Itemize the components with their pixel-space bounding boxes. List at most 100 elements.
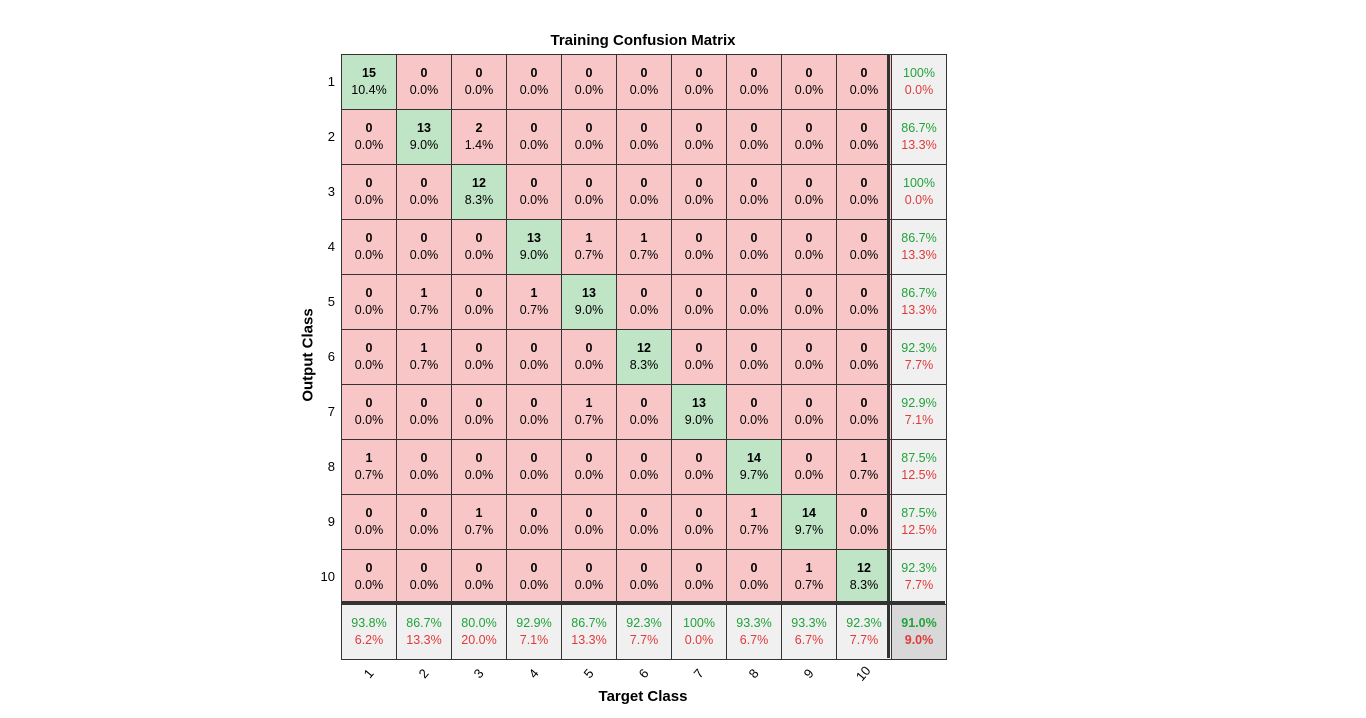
precision-value: 87.5% <box>901 451 937 465</box>
cell-count: 13 <box>692 396 706 410</box>
matrix-cell: 0 0.0% <box>561 329 617 385</box>
matrix-cell: 1 0.7% <box>616 219 672 275</box>
matrix-cell: 0 0.0% <box>781 384 837 440</box>
matrix-cell: 0 0.0% <box>726 219 782 275</box>
row-summary-cell: 100% 0.0% <box>891 164 947 220</box>
cell-percent: 0.0% <box>354 578 384 592</box>
row-summary-cell: 92.3% 7.7% <box>891 329 947 385</box>
cell-count: 0 <box>695 176 703 190</box>
cell-percent: 0.7% <box>794 578 824 592</box>
matrix-cell: 0 0.0% <box>451 384 507 440</box>
matrix-cell: 0 0.0% <box>671 329 727 385</box>
matrix-cell: 0 0.0% <box>506 494 562 550</box>
cell-percent: 0.0% <box>849 83 879 97</box>
cell-percent: 0.0% <box>629 578 659 592</box>
matrix-cell: 0 0.0% <box>396 164 452 220</box>
y-tick-label: 3 <box>327 184 335 199</box>
matrix-cell: 0 0.0% <box>671 439 727 495</box>
cell-percent: 0.0% <box>574 138 604 152</box>
matrix-cell: 0 0.0% <box>561 109 617 165</box>
matrix-cell: 1 0.7% <box>726 494 782 550</box>
matrix-cell: 0 0.0% <box>341 384 397 440</box>
cell-count: 15 <box>362 66 376 80</box>
column-summary-cell: 86.7% 13.3% <box>396 604 452 660</box>
matrix-cell: 2 1.4% <box>451 109 507 165</box>
row-summary-cell: 87.5% 12.5% <box>891 439 947 495</box>
matrix-cell: 0 0.0% <box>561 54 617 110</box>
cell-percent: 0.0% <box>739 193 769 207</box>
matrix-cell: 0 0.0% <box>616 549 672 605</box>
cell-count: 13 <box>527 231 541 245</box>
cell-percent: 0.0% <box>684 83 714 97</box>
matrix-cell: 1 0.7% <box>341 439 397 495</box>
matrix-cell: 0 0.0% <box>726 54 782 110</box>
cell-percent: 0.0% <box>629 193 659 207</box>
matrix-cell: 0 0.0% <box>781 164 837 220</box>
cell-percent: 0.0% <box>519 138 549 152</box>
cell-percent: 0.0% <box>519 358 549 372</box>
cell-percent: 0.0% <box>464 303 494 317</box>
cell-count: 0 <box>695 66 703 80</box>
cell-percent: 9.0% <box>574 303 604 317</box>
precision-value: 86.7% <box>901 231 937 245</box>
matrix-cell: 13 9.0% <box>396 109 452 165</box>
x-tick-label: 5 <box>580 665 597 682</box>
matrix-cell: 0 0.0% <box>451 549 507 605</box>
cell-count: 0 <box>750 286 758 300</box>
cell-percent: 8.3% <box>629 358 659 372</box>
cell-percent: 0.0% <box>794 358 824 372</box>
cell-count: 0 <box>640 176 648 190</box>
column-summary-cell: 80.0% 20.0% <box>451 604 507 660</box>
cell-count: 0 <box>695 121 703 135</box>
cell-count: 1 <box>475 506 483 520</box>
cell-percent: 1.4% <box>464 138 494 152</box>
error-value: 12.5% <box>901 468 937 482</box>
cell-count: 0 <box>475 341 483 355</box>
cell-count: 0 <box>640 396 648 410</box>
matrix-cell: 0 0.0% <box>781 439 837 495</box>
cell-count: 0 <box>860 286 868 300</box>
cell-percent: 0.0% <box>519 523 549 537</box>
cell-count: 1 <box>365 451 373 465</box>
matrix-cell: 0 0.0% <box>451 439 507 495</box>
cell-count: 14 <box>802 506 816 520</box>
cell-count: 0 <box>530 396 538 410</box>
cell-count: 0 <box>530 561 538 575</box>
cell-count: 0 <box>475 66 483 80</box>
cell-percent: 0.0% <box>739 138 769 152</box>
cell-count: 0 <box>640 286 648 300</box>
cell-percent: 0.0% <box>409 83 439 97</box>
column-summary-cell: 93.8% 6.2% <box>341 604 397 660</box>
cell-percent: 10.4% <box>351 83 387 97</box>
column-summary-cell: 93.3% 6.7% <box>781 604 837 660</box>
cell-count: 12 <box>472 176 486 190</box>
matrix-cell: 0 0.0% <box>726 109 782 165</box>
recall-value: 92.3% <box>846 616 882 630</box>
cell-percent: 0.0% <box>794 138 824 152</box>
cell-percent: 0.0% <box>684 138 714 152</box>
matrix-cell: 0 0.0% <box>781 274 837 330</box>
matrix-cell: 0 0.0% <box>616 109 672 165</box>
cell-percent: 0.0% <box>794 468 824 482</box>
cell-percent: 0.0% <box>849 523 879 537</box>
matrix-cell: 0 0.0% <box>616 439 672 495</box>
cell-count: 0 <box>805 231 813 245</box>
matrix-cell: 1 0.7% <box>451 494 507 550</box>
cell-count: 0 <box>750 341 758 355</box>
matrix-cell: 0 0.0% <box>726 549 782 605</box>
row-summary-cell: 86.7% 13.3% <box>891 109 947 165</box>
matrix-cell: 0 0.0% <box>836 109 892 165</box>
column-summary-cell: 92.9% 7.1% <box>506 604 562 660</box>
error-value: 6.2% <box>354 633 384 647</box>
cell-count: 0 <box>640 66 648 80</box>
y-tick-label: 10 <box>320 569 335 584</box>
error-value: 13.3% <box>901 248 937 262</box>
cell-percent: 0.0% <box>629 303 659 317</box>
error-value: 20.0% <box>461 633 497 647</box>
cell-count: 0 <box>750 231 758 245</box>
matrix-cell: 0 0.0% <box>341 329 397 385</box>
cell-count: 0 <box>805 451 813 465</box>
cell-count: 0 <box>860 121 868 135</box>
recall-value: 92.9% <box>516 616 552 630</box>
error-value: 13.3% <box>901 303 937 317</box>
